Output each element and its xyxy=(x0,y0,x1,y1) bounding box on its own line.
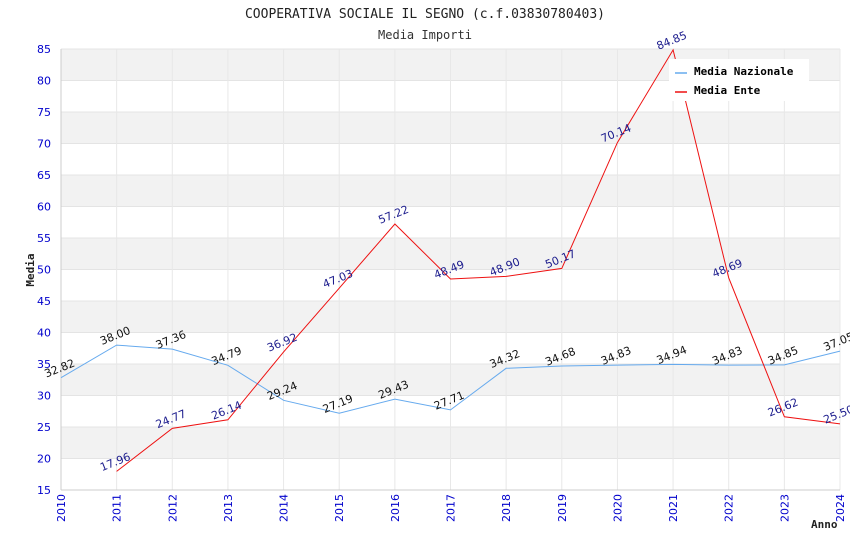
x-tick-label: 2010 xyxy=(55,494,68,522)
x-tick-label: 2016 xyxy=(389,494,402,522)
x-tick-label: 2017 xyxy=(445,494,458,522)
y-tick-label: 15 xyxy=(37,484,51,497)
y-tick-labels: 15 20 25 30 35 40 45 50 55 60 65 70 75 80 85 xyxy=(37,43,51,497)
x-tick-label: 2023 xyxy=(778,494,791,522)
x-tick-label: 2024 xyxy=(834,494,847,522)
x-axis-label: Anno xyxy=(811,518,838,531)
y-axis-label: Media xyxy=(24,253,37,286)
x-tick-label: 2014 xyxy=(278,494,291,522)
x-tick-label: 2021 xyxy=(667,494,680,522)
y-tick-label: 55 xyxy=(37,232,51,245)
y-tick-label: 80 xyxy=(37,75,51,88)
y-tick-label: 75 xyxy=(37,106,51,119)
y-tick-label: 40 xyxy=(37,327,51,340)
x-tick-label: 2019 xyxy=(556,494,569,522)
legend-box xyxy=(669,59,809,101)
x-tick-labels: 2010 2011 2012 2013 2014 2015 2016 2017 2018 2019… xyxy=(55,494,847,522)
y-tick-label: 70 xyxy=(37,138,51,151)
y-tick-label: 25 xyxy=(37,421,51,434)
y-tick-label: 20 xyxy=(37,453,51,466)
series-line-media-nazionale xyxy=(60,344,841,414)
x-tick-label: 2020 xyxy=(611,494,624,522)
y-tick-label: 35 xyxy=(37,358,51,371)
series-line-media-ente xyxy=(116,48,841,472)
x-tick-label: 2018 xyxy=(500,494,513,522)
legend: Media Nazionale Media Ente xyxy=(669,59,809,101)
y-tick-label: 30 xyxy=(37,390,51,403)
x-tick-label: 2012 xyxy=(166,494,179,522)
x-tick-label: 2015 xyxy=(333,494,346,522)
legend-label-media-ente: Media Ente xyxy=(694,84,761,97)
x-tick-label: 2011 xyxy=(111,494,124,522)
legend-label-media-nazionale: Media Nazionale xyxy=(694,65,794,78)
gridlines xyxy=(60,48,841,491)
y-tick-label: 85 xyxy=(37,43,51,56)
y-tick-label: 60 xyxy=(37,201,51,214)
x-tick-label: 2022 xyxy=(723,494,736,522)
series-lines xyxy=(60,48,841,472)
chart-subtitle: Media Importi xyxy=(378,28,472,42)
chart-title: COOPERATIVA SOCIALE IL SEGNO (c.f.038307… xyxy=(245,7,605,22)
x-tick-label: 2013 xyxy=(222,494,235,522)
y-tick-label: 45 xyxy=(37,295,51,308)
y-tick-label: 50 xyxy=(37,264,51,277)
y-tick-label: 65 xyxy=(37,169,51,182)
